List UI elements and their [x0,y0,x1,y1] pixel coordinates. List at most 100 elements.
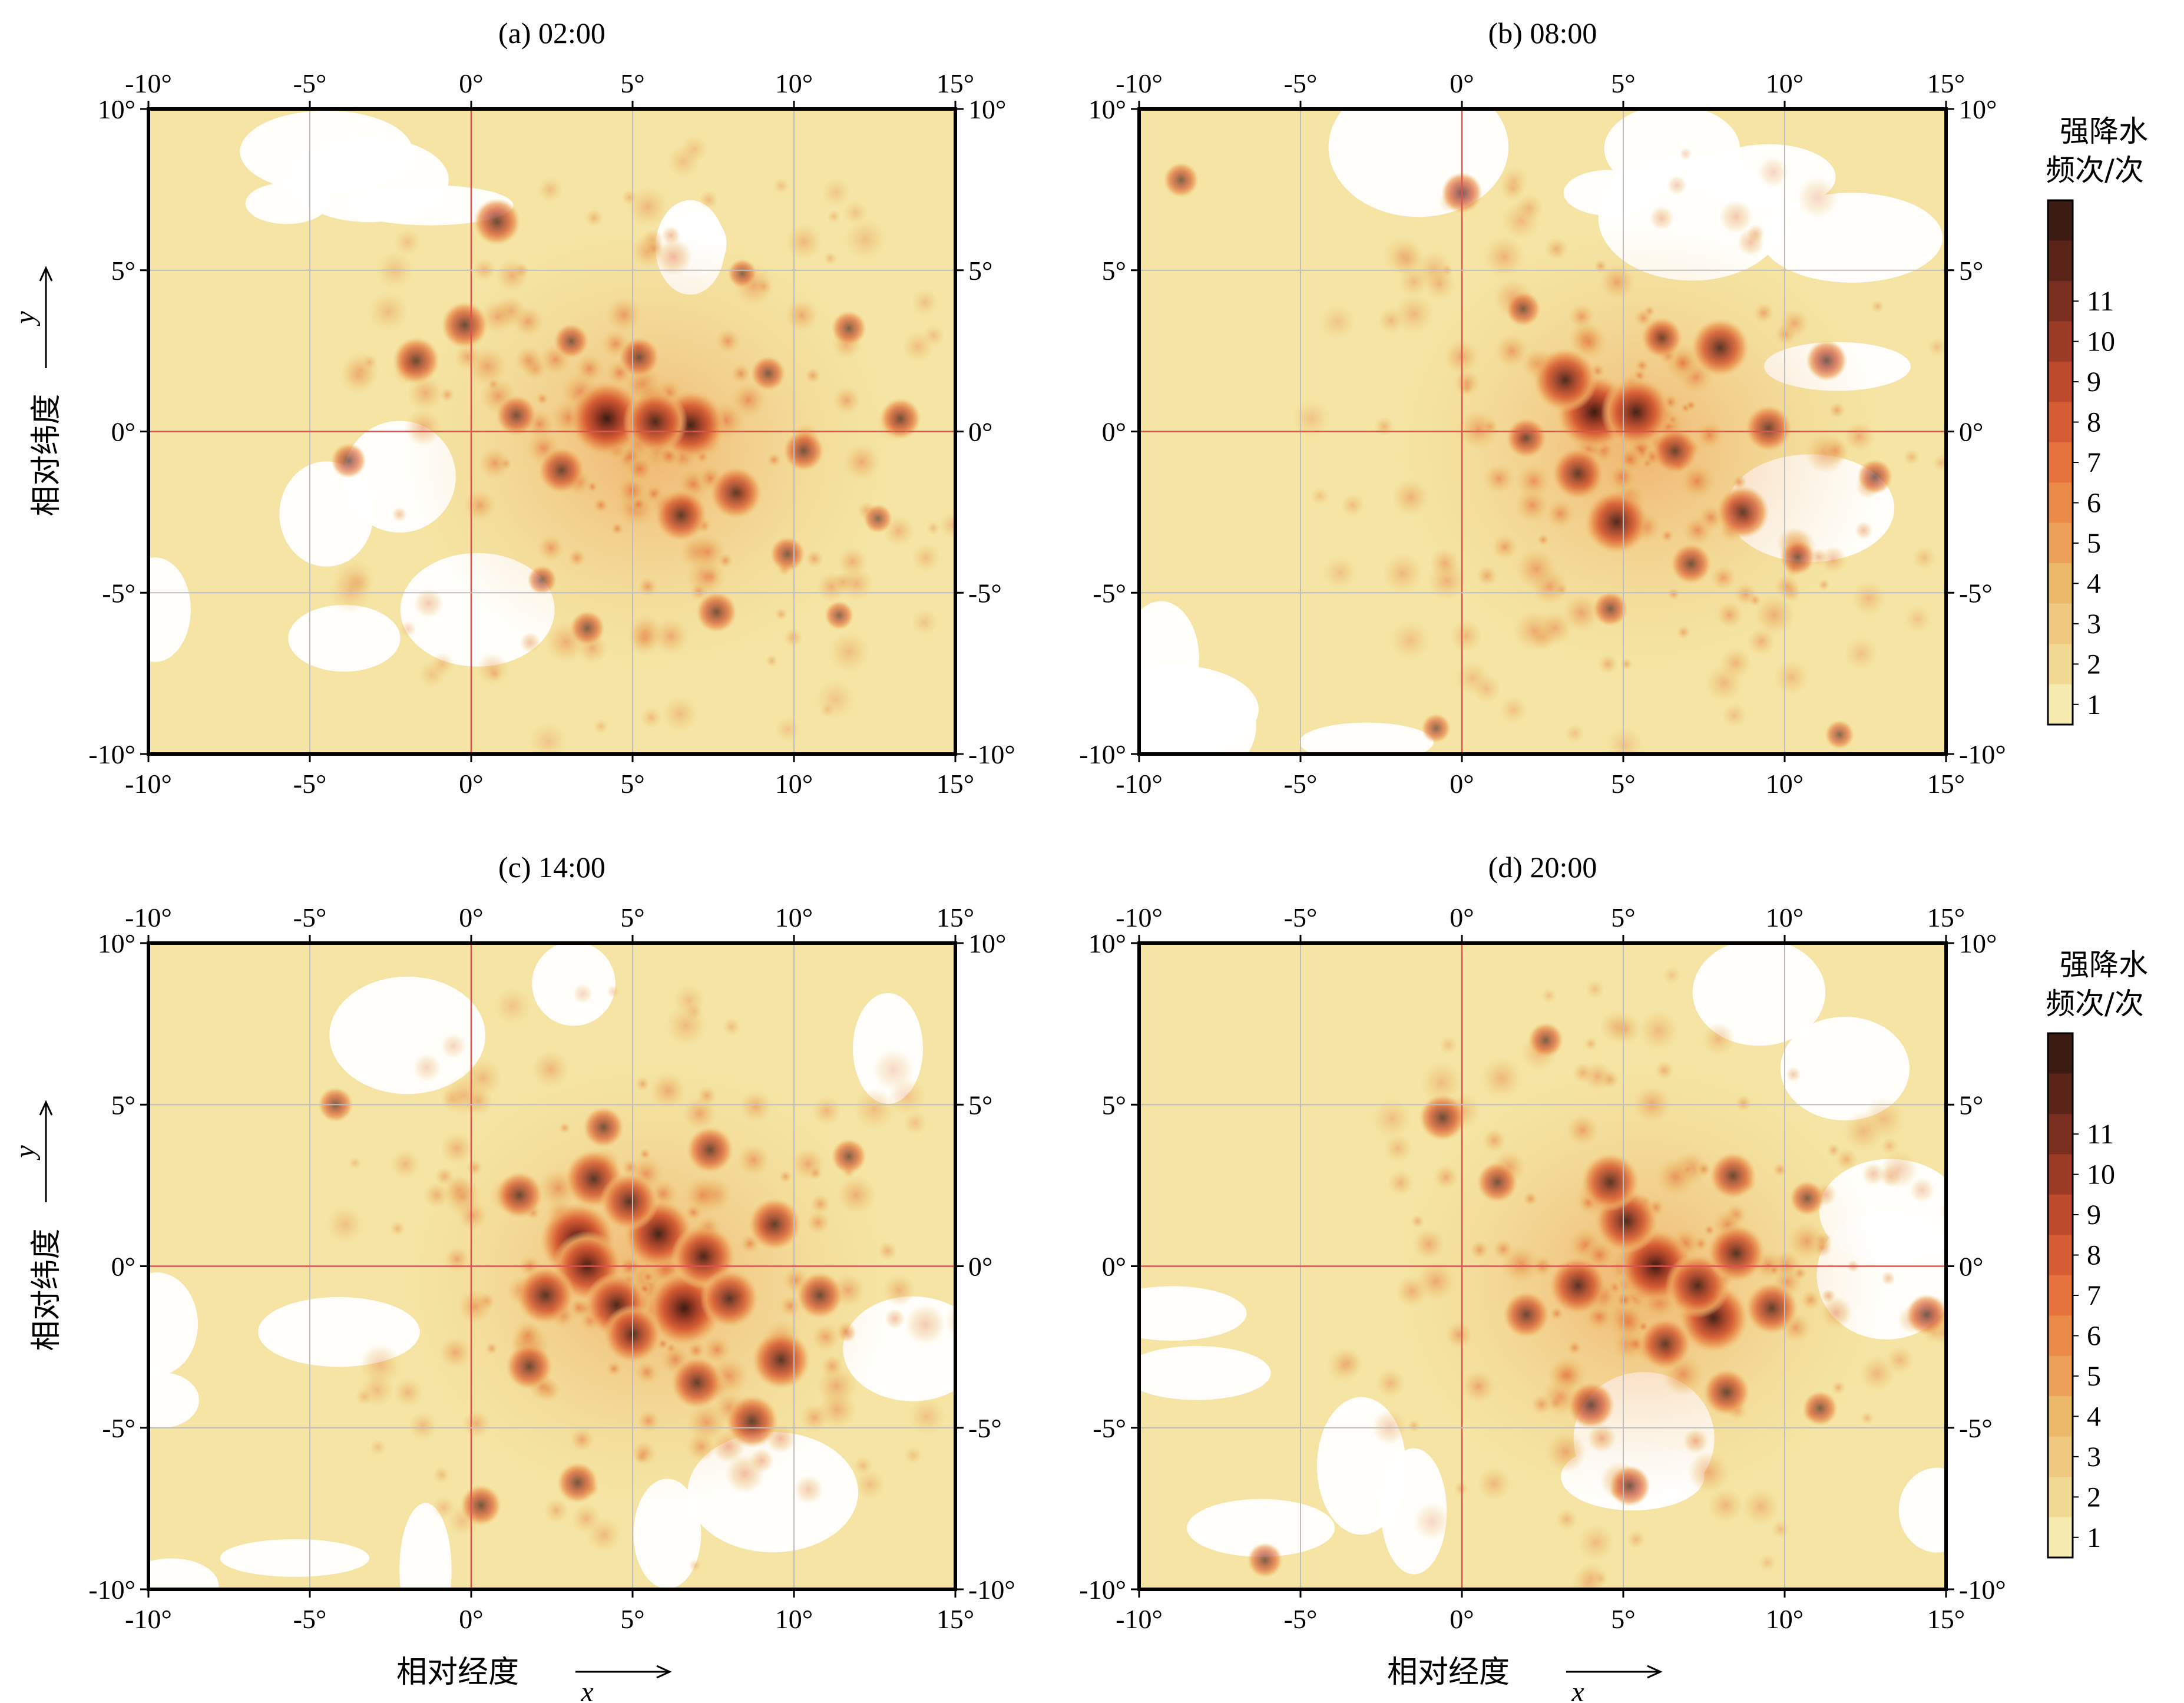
colorbar-label: 11 [2087,286,2114,317]
texture-blob [1500,1244,1541,1285]
texture-blob [1822,437,1849,464]
panel-1: -10°-10°-5°-5°0°0°5°5°10°10°15°15°10° 10°… [9,16,1015,799]
colorbar-segment [2048,1355,2073,1397]
texture-blob [1292,399,1331,438]
x-axis-label-group-4: 相对经度 x [1387,1655,1663,1703]
texture-blob [926,521,940,535]
texture-blob [1544,237,1568,261]
hotspot [505,1342,553,1390]
texture-blob [908,1398,946,1436]
hotspot [1706,1223,1766,1283]
x-tick-label-top: -10° [1116,68,1163,98]
x-tick-label-top: 15° [1927,902,1965,932]
texture-blob [430,652,455,677]
texture-blob [1390,620,1430,660]
texture-blob [1476,565,1498,587]
no-data-gap [329,976,486,1094]
x-tick-label-bottom: 0° [1450,769,1474,799]
texture-blob [1677,461,1718,501]
texture-blob [359,1344,402,1386]
x-tick-label-top: 15° [937,68,974,98]
texture-blob [673,984,705,1016]
texture-blob [592,496,610,514]
texture-blob [1753,302,1774,323]
texture-blob [1654,1156,1697,1198]
texture-blob [1881,1271,1896,1286]
hotspot [392,337,440,385]
texture-blob [1758,157,1789,188]
texture-blob [836,1175,876,1215]
hotspot [879,398,921,439]
texture-blob [699,190,719,210]
hotspot [557,1461,598,1503]
hotspot [330,442,366,478]
texture-blob [1394,294,1434,334]
texture-blob [661,226,681,245]
grid-lines [1139,109,1946,754]
texture-blob [883,1274,916,1307]
hotspot [1703,1368,1750,1416]
texture-blob [730,363,752,385]
x-tick-label-top: 0° [1450,68,1474,98]
texture-blob [1372,1099,1412,1139]
hotspot [1533,347,1598,412]
y-axis-label: 相对纬度 [29,393,64,516]
texture-blob [1609,1013,1642,1046]
texture-blob [1679,147,1692,161]
texture-blob [439,1335,472,1369]
no-data-gap [1761,193,1943,283]
panel-4: -10°-10°-5°-5°0°0°5°5°10°10°15°15°10° 10°… [1079,851,2006,1634]
texture-blob [689,533,727,571]
texture-blob [544,1498,569,1523]
colorbar-title-line1: 强降水 [2060,948,2148,982]
texture-blob [1649,206,1675,231]
texture-blob [766,452,782,468]
texture-blob [631,1440,657,1466]
texture-blob [1831,1380,1846,1395]
colorbar-label: 10 [2087,1159,2115,1191]
texture-blob [610,521,624,536]
y-tick-label-right: 5° [968,1090,992,1120]
colorbar-segment [2048,1113,2073,1155]
no-data-gap [1381,1448,1447,1575]
colorbar-segment [2048,1517,2073,1558]
x-tick-label-bottom: -5° [293,769,327,799]
texture-blob [784,298,819,333]
texture-blob [1523,1191,1538,1206]
precip-field [148,943,955,1589]
no-data-gap [399,1503,452,1589]
texture-blob [828,631,870,673]
texture-blob [945,1304,955,1338]
hotspot [473,198,521,246]
y-tick-label-right: 5° [1959,256,1983,286]
texture-blob [902,330,934,362]
texture-blob [393,1377,423,1407]
texture-blob [537,177,563,203]
hotspot [750,355,786,391]
texture-blob [1862,1162,1885,1186]
x-tick-label-bottom: 10° [775,769,813,799]
grid-lines [148,109,955,754]
y-tick-label-left: -5° [1093,1413,1126,1443]
colorbar-label: 4 [2087,1401,2101,1432]
texture-blob [911,289,938,316]
colorbar-label: 6 [2087,1320,2101,1351]
hotspot [1789,1180,1825,1216]
x-tick-label-bottom: -10° [125,769,172,799]
texture-blob [1375,1368,1405,1398]
texture-blob [1667,175,1687,196]
y-tick-label-right: -5° [1959,578,1993,608]
hotspot [1745,405,1792,452]
y-tick-label-right: 0° [1959,417,1983,447]
hotspot [1806,340,1848,382]
hotspot [770,536,806,572]
texture-blob [1471,673,1501,703]
x-tick-label-bottom: 5° [620,769,644,799]
y-tick-label-left: 0° [111,1252,135,1282]
texture-blob [634,1360,660,1385]
texture-blob [665,1004,707,1046]
x-axis-label: 相对经度 [396,1655,519,1690]
hotspot [1419,1094,1467,1142]
no-data-gap [148,1272,198,1376]
